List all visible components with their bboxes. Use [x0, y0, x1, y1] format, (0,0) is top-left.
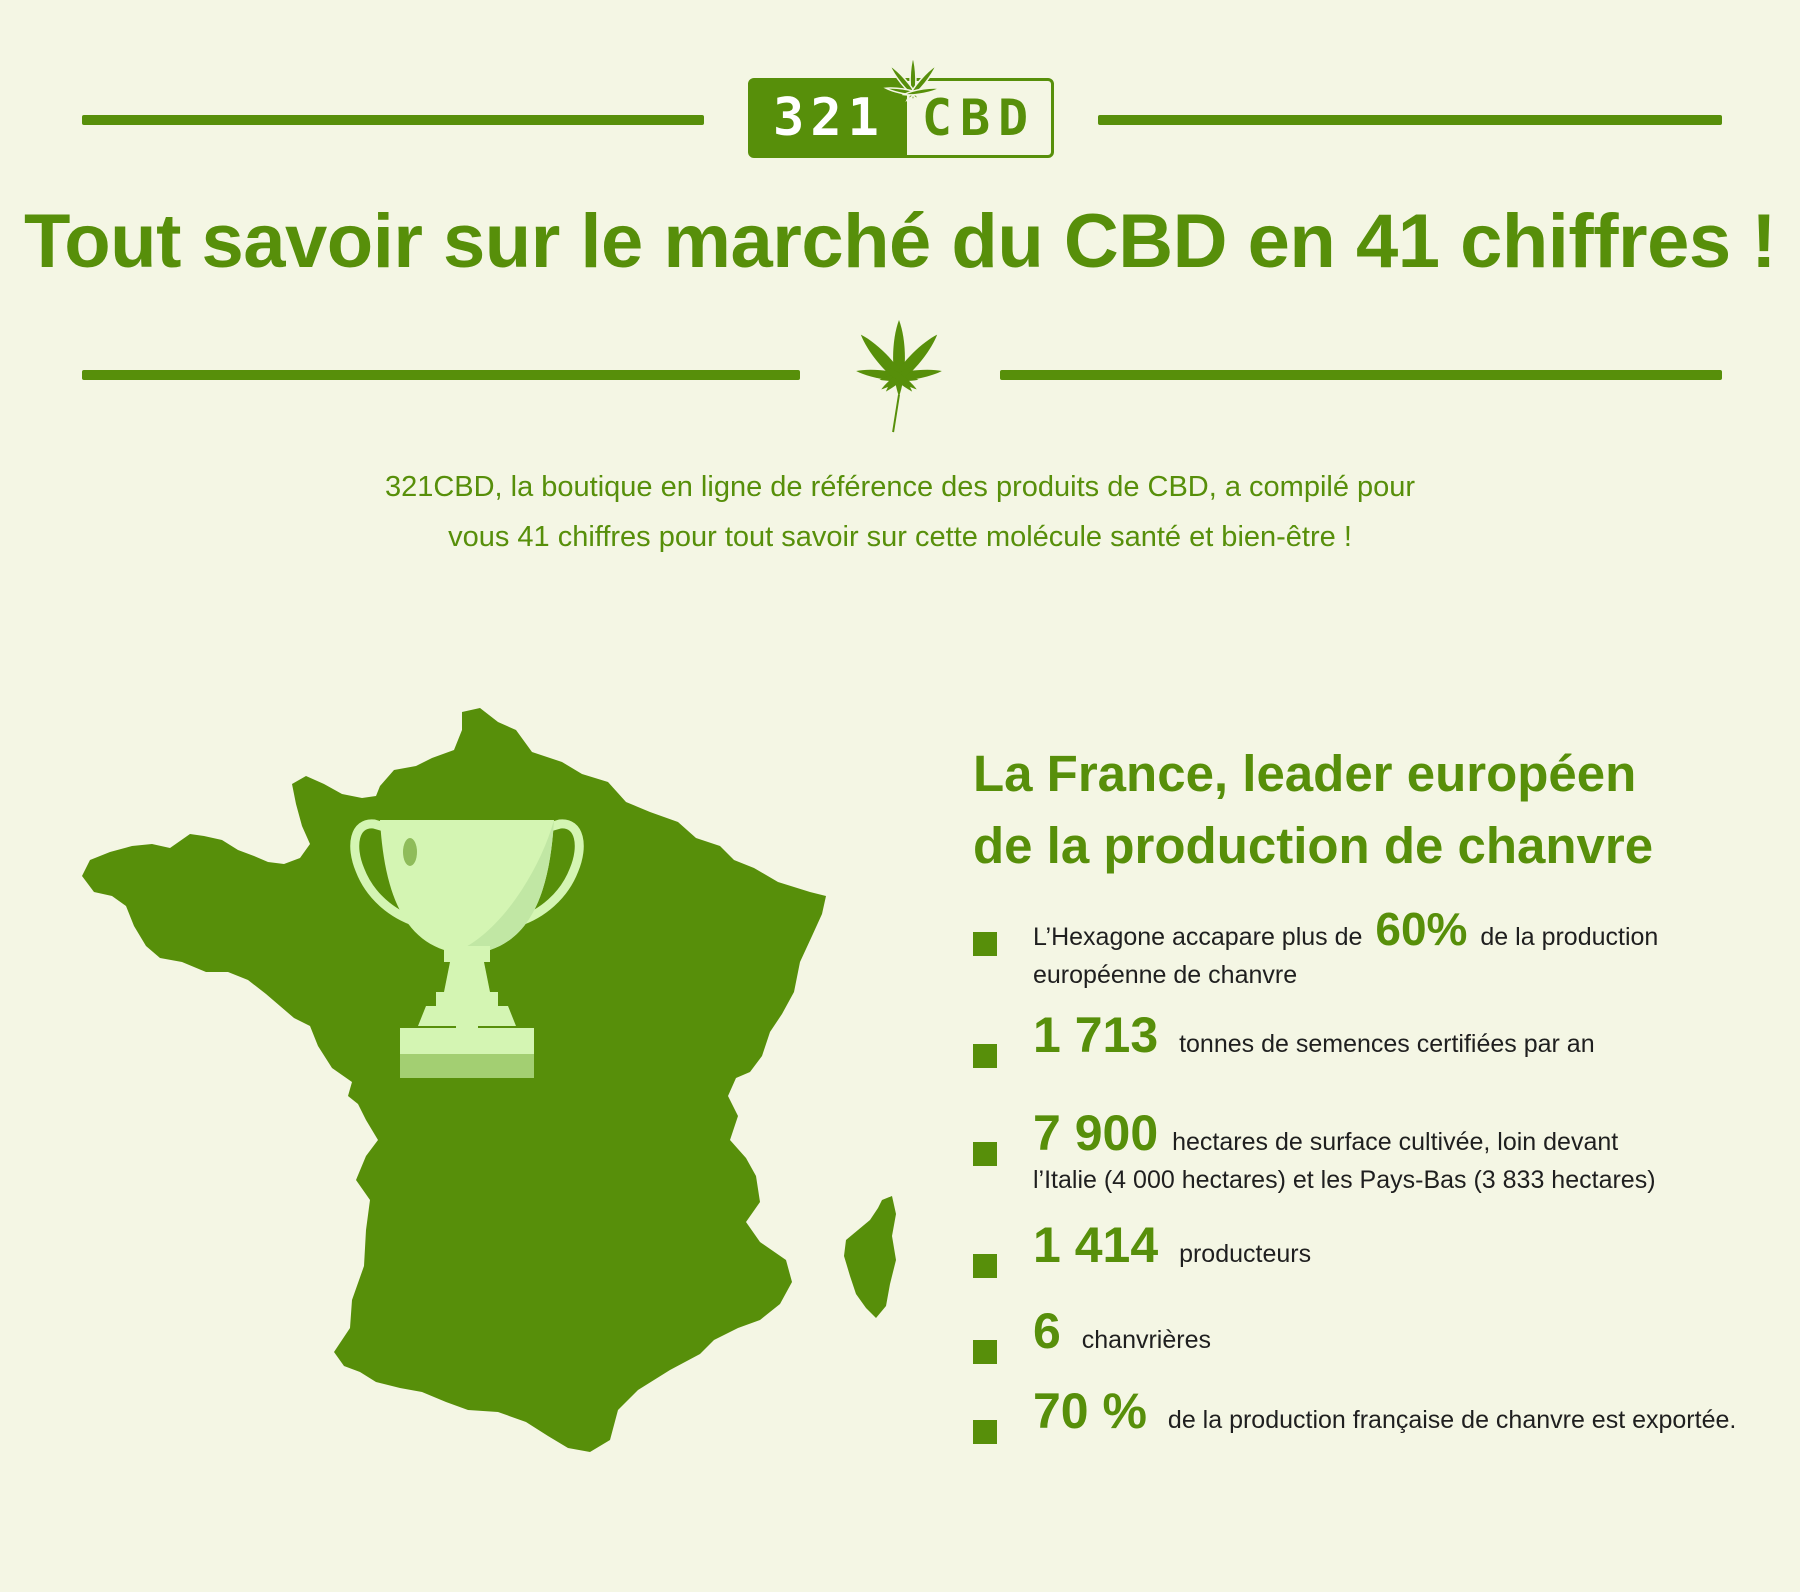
cannabis-leaf-icon [856, 319, 942, 433]
section-title-line-1: La France, leader européen [973, 745, 1637, 802]
stat-post: producteurs [1179, 1240, 1312, 1268]
bullet-square-icon [973, 1340, 997, 1364]
stat-value: 70 % [1033, 1383, 1147, 1439]
stat-text: 6 chanvrières [1033, 1306, 1753, 1359]
page-title: Tout savoir sur le marché du CBD en 41 c… [23, 199, 1777, 284]
cannabis-leaf-icon [883, 55, 943, 105]
trophy-icon [350, 819, 584, 1078]
stat-value: 6 [1033, 1303, 1061, 1359]
stat-text: 1 713 tonnes de semences certifiées par … [1033, 1010, 1753, 1063]
intro-line-2: vous 41 chiffres pour tout savoir sur ce… [448, 521, 1352, 553]
bullet-square-icon [973, 1044, 997, 1068]
section-title: La France, leader européen de la product… [973, 738, 1733, 882]
bullet-square-icon [973, 1254, 997, 1278]
stat-value: 7 900 [1033, 1105, 1159, 1161]
stat-value: 1 414 [1033, 1217, 1159, 1273]
stat-line-2: l’Italie (4 000 hectares) et les Pays-Ba… [1033, 1166, 1656, 1194]
intro-text: 321CBD, la boutique en ligne de référenc… [300, 462, 1500, 562]
stat-post: hectares de surface cultivée, loin devan… [1172, 1128, 1619, 1156]
header-line-left [82, 115, 704, 125]
logo: 321 CBD [748, 55, 1054, 158]
logo-right-text: CBD [921, 89, 1037, 147]
stat-post: de la production [1480, 923, 1659, 951]
header-line-right [1098, 115, 1722, 125]
bullet-square-icon [973, 932, 997, 956]
stat-text: 70 % de la production française de chanv… [1033, 1386, 1753, 1439]
stat-post: chanvrières [1081, 1326, 1211, 1354]
stat-value: 60% [1375, 903, 1468, 955]
stat-post: tonnes de semences certifiées par an [1179, 1030, 1595, 1058]
section-title-line-2: de la production de chanvre [973, 817, 1654, 874]
stat-line-2: européenne de chanvre [1033, 961, 1298, 989]
intro-line-1: 321CBD, la boutique en ligne de référenc… [384, 471, 1416, 503]
france-map-icon [82, 708, 896, 1452]
stat-value: 1 713 [1033, 1007, 1159, 1063]
bullet-square-icon [973, 1142, 997, 1166]
stat-text: 1 414 producteurs [1033, 1220, 1753, 1273]
divider-line-right [1000, 370, 1722, 380]
stat-post: de la production française de chanvre es… [1167, 1406, 1737, 1434]
bullet-square-icon [973, 1420, 997, 1444]
logo-left-text: 321 [751, 81, 907, 155]
divider-line-left [82, 370, 800, 380]
stat-pre: L’Hexagone accapare plus de [1033, 923, 1363, 951]
stat-text: 7 900 hectares de surface cultivée, loin … [1033, 1108, 1753, 1199]
stat-text: L’Hexagone accapare plus de 60% de la pr… [1033, 906, 1753, 994]
